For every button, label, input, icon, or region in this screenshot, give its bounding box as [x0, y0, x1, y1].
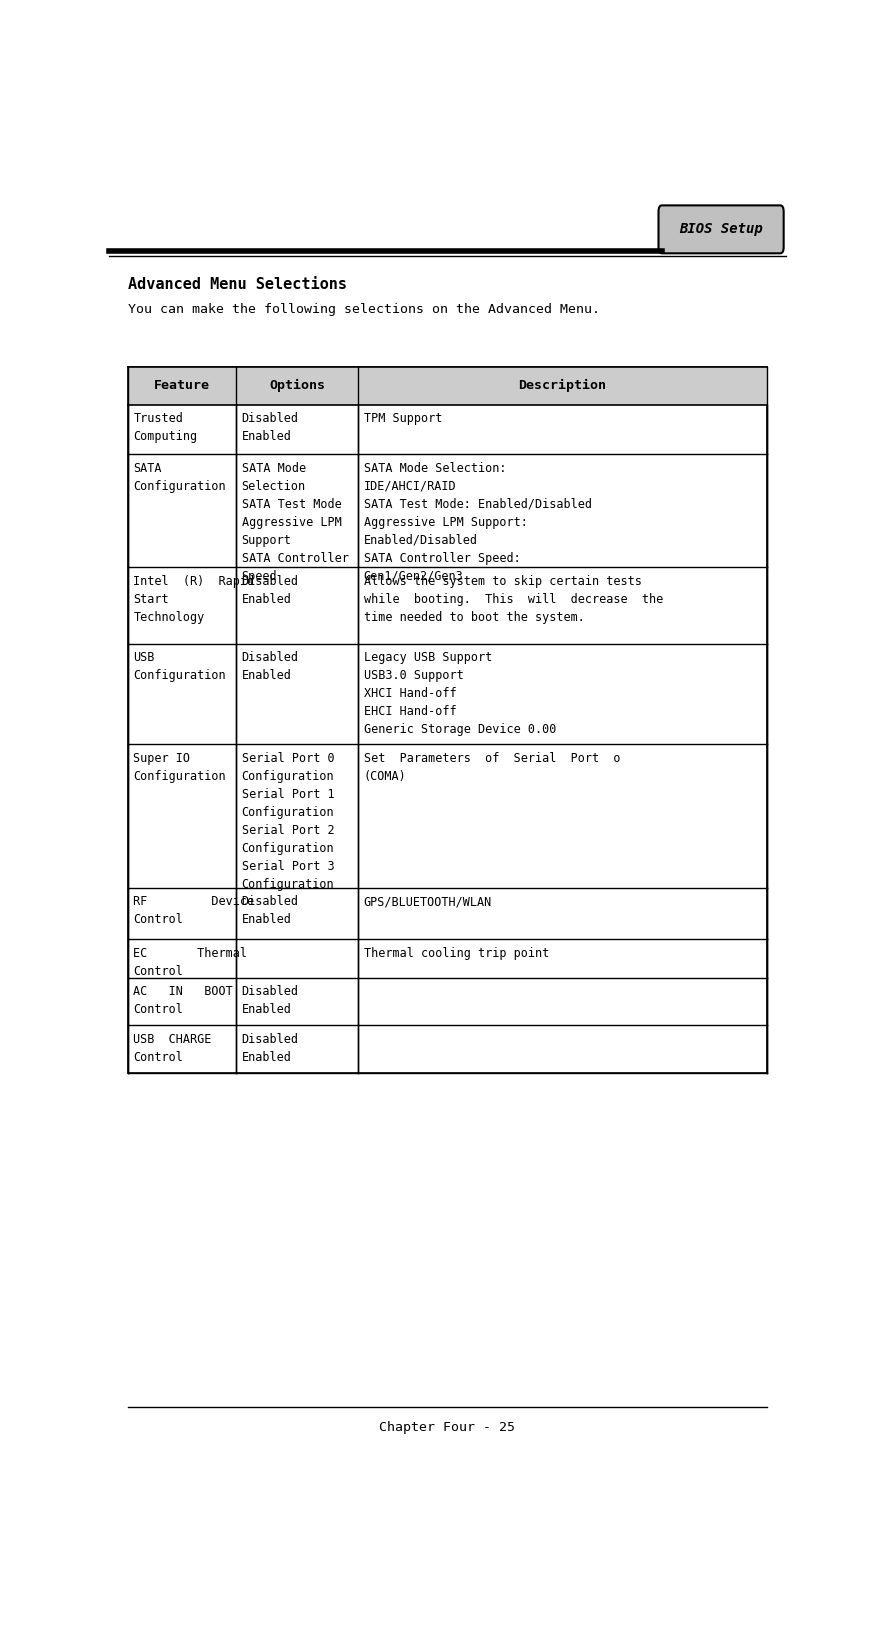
Text: Advanced Menu Selections: Advanced Menu Selections	[128, 277, 347, 292]
Text: Intel  (R)  Rapid
Start
Technology: Intel (R) Rapid Start Technology	[134, 575, 255, 624]
Text: Disabled
Enabled: Disabled Enabled	[242, 413, 299, 444]
Text: Disabled
Enabled: Disabled Enabled	[242, 896, 299, 925]
Text: Serial Port 0
Configuration
Serial Port 1
Configuration
Serial Port 2
Configurat: Serial Port 0 Configuration Serial Port …	[242, 752, 334, 891]
Text: TPM Support: TPM Support	[363, 413, 442, 426]
Text: SATA
Configuration: SATA Configuration	[134, 462, 226, 493]
Text: Options: Options	[269, 380, 326, 391]
Text: Disabled
Enabled: Disabled Enabled	[242, 575, 299, 606]
Text: Super IO
Configuration: Super IO Configuration	[134, 752, 226, 783]
Text: Thermal cooling trip point: Thermal cooling trip point	[363, 947, 549, 960]
Bar	[128, 367, 766, 1073]
Text: EC       Thermal
Control: EC Thermal Control	[134, 947, 247, 978]
Text: Disabled
Enabled: Disabled Enabled	[242, 1034, 299, 1065]
Text: Description: Description	[519, 380, 607, 391]
FancyBboxPatch shape	[658, 205, 784, 254]
Text: BIOS Setup: BIOS Setup	[679, 223, 763, 236]
Text: Trusted
Computing: Trusted Computing	[134, 413, 197, 444]
Text: SATA Mode Selection:
IDE/AHCI/RAID
SATA Test Mode: Enabled/Disabled
Aggressive L: SATA Mode Selection: IDE/AHCI/RAID SATA …	[363, 462, 592, 583]
Bar	[128, 367, 766, 405]
Text: USB
Configuration: USB Configuration	[134, 652, 226, 683]
Text: USB  CHARGE
Control: USB CHARGE Control	[134, 1034, 212, 1065]
Text: AC   IN   BOOT
Control: AC IN BOOT Control	[134, 984, 233, 1016]
Text: You can make the following selections on the Advanced Menu.: You can make the following selections on…	[128, 303, 600, 316]
Text: Set  Parameters  of  Serial  Port  o
(COMA): Set Parameters of Serial Port o (COMA)	[363, 752, 620, 783]
Text: Feature: Feature	[155, 380, 210, 391]
Text: Disabled
Enabled: Disabled Enabled	[242, 652, 299, 683]
Text: Legacy USB Support
USB3.0 Support
XHCI Hand-off
EHCI Hand-off
Generic Storage De: Legacy USB Support USB3.0 Support XHCI H…	[363, 652, 556, 737]
Text: SATA Mode
Selection
SATA Test Mode
Aggressive LPM
Support
SATA Controller
Speed: SATA Mode Selection SATA Test Mode Aggre…	[242, 462, 348, 583]
Text: Disabled
Enabled: Disabled Enabled	[242, 984, 299, 1016]
Text: GPS/BLUETOOTH/WLAN: GPS/BLUETOOTH/WLAN	[363, 896, 491, 907]
Text: Chapter Four - 25: Chapter Four - 25	[380, 1422, 515, 1433]
Text: RF         Device
Control: RF Device Control	[134, 896, 255, 925]
Text: Allows the system to skip certain tests
while  booting.  This  will  decrease  t: Allows the system to skip certain tests …	[363, 575, 663, 624]
